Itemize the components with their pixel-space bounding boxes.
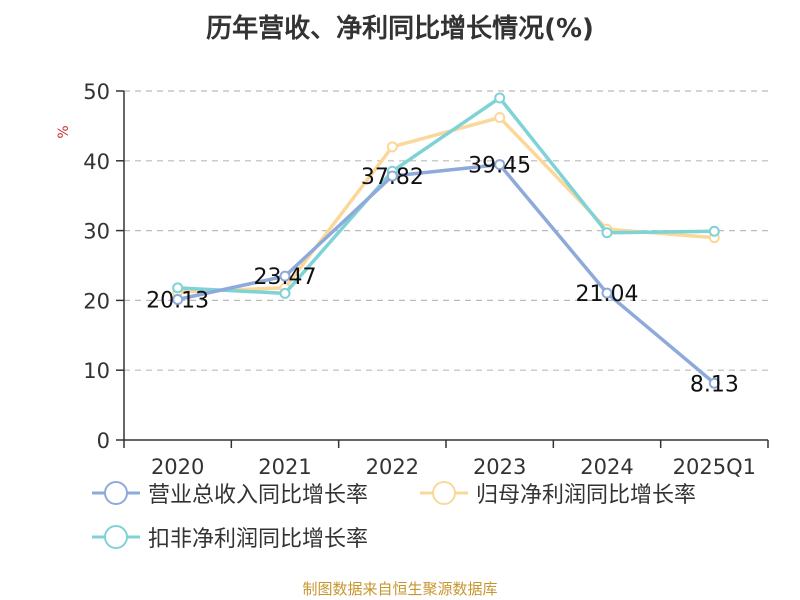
legend-item-deducted-net-profit[interactable]: 扣非净利润同比增长率 [92,522,368,552]
series-0 [172,159,720,389]
y-axis-unit-label: % [56,125,72,138]
axes: 0 10 20 30 40 50 2020 2021 2022 2023 2024 2025Q1 [83,80,769,479]
legend-swatch-net-profit [420,481,468,505]
y-tick-label: 10 [83,359,110,383]
legend-label-revenue: 营业总收入同比增长率 [148,483,369,508]
legend-label-deducted-net-profit: 扣非净利润同比增长率 [148,527,369,552]
chart-title: 历年营收、净利同比增长情况(%) [206,14,594,44]
x-tick-label: 2022 [366,455,419,479]
x-tick-label: 2020 [151,455,204,479]
y-tick-label: 50 [83,80,110,104]
legend-item-revenue[interactable]: 营业总收入同比增长率 [92,478,368,508]
y-tick-label: 40 [83,150,110,174]
data-label: 20.13 [146,288,209,313]
series-1 [172,112,720,298]
data-point[interactable] [494,112,506,124]
data-point[interactable] [601,227,613,239]
data-point[interactable] [494,92,506,104]
data-label: 39.45 [468,154,531,179]
y-tick-label: 20 [83,289,110,313]
series-line [177,162,716,385]
data-point[interactable] [172,293,184,305]
grid-lines [124,90,768,371]
data-label: 8.13 [690,372,739,397]
source-note: 制图数据来自恒生聚源数据库 [302,580,498,598]
series-lines [172,92,720,389]
y-tick-label: 30 [83,220,110,244]
legend-swatch-deducted-net-profit [92,525,140,549]
legend-item-net-profit[interactable]: 归母净利润同比增长率 [420,478,696,508]
data-point[interactable] [386,141,398,153]
data-point[interactable] [494,159,506,171]
x-tick-label: 2024 [580,455,633,479]
data-point[interactable] [708,225,720,237]
data-point[interactable] [279,287,291,299]
x-tick-label: 2021 [258,455,311,479]
series-line [177,96,715,296]
x-tick-label: 2023 [473,455,526,479]
data-point[interactable] [386,170,398,182]
data-point[interactable] [279,270,291,282]
legend-label-net-profit: 归母净利润同比增长率 [476,483,697,508]
data-point[interactable] [172,282,184,294]
series-line [177,115,715,294]
data-labels: 20.13 23.47 37.82 39.45 21.04 8.13 [146,154,739,398]
data-label: 21.04 [576,282,639,307]
legend-swatch-revenue [92,481,140,505]
y-tick-label: 0 [97,429,110,453]
data-label: 37.82 [361,165,424,190]
data-point[interactable] [708,377,720,389]
x-tick-label: 2025Q1 [673,455,756,479]
data-label: 23.47 [254,265,317,290]
data-point[interactable] [601,287,613,299]
